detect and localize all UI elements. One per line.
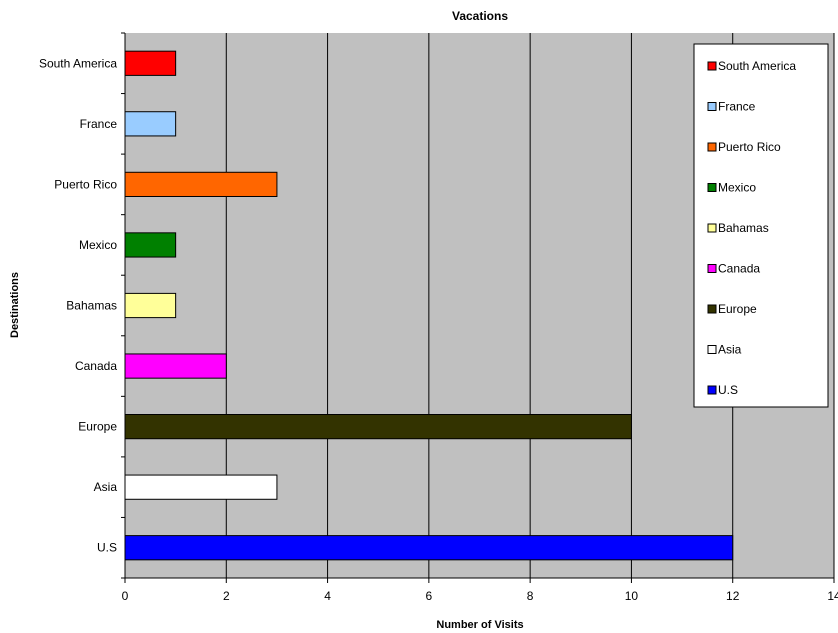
- bar-3[interactable]: [124, 232, 177, 258]
- y-axis-title: Destinations: [9, 272, 21, 338]
- legend-swatch: [707, 102, 717, 111]
- legend-label: Canada: [718, 262, 760, 276]
- legend-swatch: [707, 304, 717, 314]
- bar-1[interactable]: [124, 111, 177, 137]
- legend-swatch: [707, 264, 717, 273]
- y-tick-label: South America: [39, 56, 117, 70]
- legend-label: France: [718, 100, 756, 114]
- legend-label: Asia: [718, 343, 742, 357]
- bar-0[interactable]: [124, 50, 177, 76]
- legend-swatch: [707, 223, 717, 233]
- bar-5[interactable]: [124, 353, 227, 379]
- legend-swatch: [707, 345, 717, 354]
- y-tick-label: U.S: [97, 541, 117, 555]
- bar-4[interactable]: [124, 292, 177, 319]
- bar-8[interactable]: [124, 535, 734, 561]
- y-tick-label: Bahamas: [66, 299, 117, 313]
- legend-label: U.S: [718, 383, 738, 397]
- y-tick-label: Mexico: [79, 238, 117, 252]
- x-tick-label: 6: [426, 589, 433, 603]
- bars: [124, 50, 734, 561]
- legend-label: Puerto Rico: [718, 140, 781, 154]
- legend-label: Europe: [718, 302, 757, 316]
- legend: South America France Puerto Rico Mexico Baha…: [693, 43, 829, 408]
- legend-label: Bahamas: [718, 221, 769, 235]
- bar-6[interactable]: [124, 414, 632, 440]
- y-tick-labels: South America France Puerto Rico Mexico Baha…: [39, 56, 117, 554]
- chart-title: Vacations: [452, 9, 508, 23]
- x-tick-label: 14: [827, 589, 838, 603]
- x-tick-labels: 0 2 4 6 8 10 12 14: [122, 578, 838, 603]
- legend-swatch: [707, 183, 717, 192]
- y-tick-label: Puerto Rico: [54, 177, 117, 191]
- legend-swatch: [707, 385, 717, 395]
- bar-7[interactable]: [124, 474, 278, 500]
- x-axis-title: Number of Visits: [436, 619, 523, 631]
- y-tick-label: Europe: [78, 420, 117, 434]
- legend-label: Mexico: [718, 181, 756, 195]
- x-tick-label: 2: [223, 589, 230, 603]
- legend-swatch: [707, 61, 717, 71]
- legend-swatch: [707, 142, 717, 152]
- y-tick-label: France: [80, 117, 118, 131]
- bar-2[interactable]: [124, 171, 278, 197]
- x-tick-label: 8: [527, 589, 534, 603]
- x-tick-label: 10: [625, 589, 639, 603]
- y-tick-label: Canada: [75, 359, 117, 373]
- legend-label: South America: [718, 59, 796, 73]
- x-tick-label: 12: [726, 589, 740, 603]
- x-tick-label: 4: [324, 589, 331, 603]
- y-tick-label: Asia: [94, 480, 118, 494]
- axes: [121, 32, 834, 579]
- x-tick-label: 0: [122, 589, 129, 603]
